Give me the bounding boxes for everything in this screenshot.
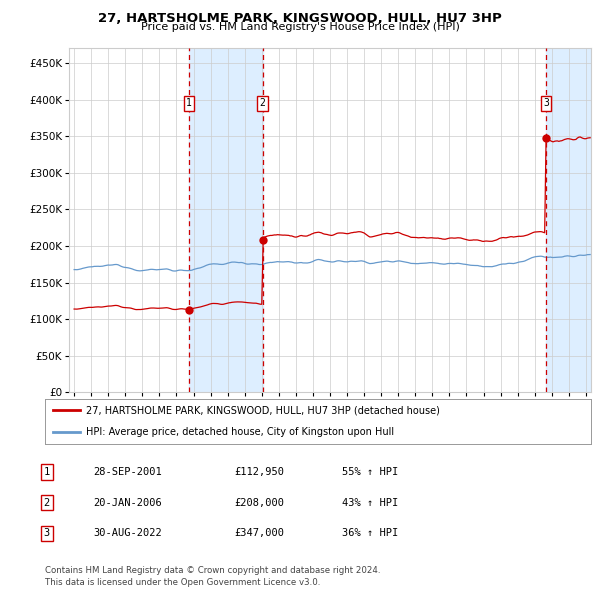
Bar (189, 48, 263, 392)
Text: £112,950: £112,950 (234, 467, 284, 477)
Bar (546, 48, 591, 392)
Text: 28-SEP-2001: 28-SEP-2001 (93, 467, 162, 477)
Text: Price paid vs. HM Land Registry's House Price Index (HPI): Price paid vs. HM Land Registry's House … (140, 22, 460, 32)
Text: 3: 3 (543, 99, 549, 109)
Text: £347,000: £347,000 (234, 529, 284, 538)
Text: 30-AUG-2022: 30-AUG-2022 (93, 529, 162, 538)
Text: 20-JAN-2006: 20-JAN-2006 (93, 498, 162, 507)
Text: 2: 2 (44, 498, 50, 507)
Text: 55% ↑ HPI: 55% ↑ HPI (342, 467, 398, 477)
Text: 36% ↑ HPI: 36% ↑ HPI (342, 529, 398, 538)
Text: 27, HARTSHOLME PARK, KINGSWOOD, HULL, HU7 3HP: 27, HARTSHOLME PARK, KINGSWOOD, HULL, HU… (98, 12, 502, 25)
Text: 1: 1 (44, 467, 50, 477)
Text: £208,000: £208,000 (234, 498, 284, 507)
Text: HPI: Average price, detached house, City of Kingston upon Hull: HPI: Average price, detached house, City… (86, 428, 394, 437)
Text: 3: 3 (44, 529, 50, 538)
Text: 2: 2 (260, 99, 266, 109)
Text: 27, HARTSHOLME PARK, KINGSWOOD, HULL, HU7 3HP (detached house): 27, HARTSHOLME PARK, KINGSWOOD, HULL, HU… (86, 405, 440, 415)
Text: 1: 1 (186, 99, 192, 109)
Text: 43% ↑ HPI: 43% ↑ HPI (342, 498, 398, 507)
Text: Contains HM Land Registry data © Crown copyright and database right 2024.
This d: Contains HM Land Registry data © Crown c… (45, 566, 380, 587)
